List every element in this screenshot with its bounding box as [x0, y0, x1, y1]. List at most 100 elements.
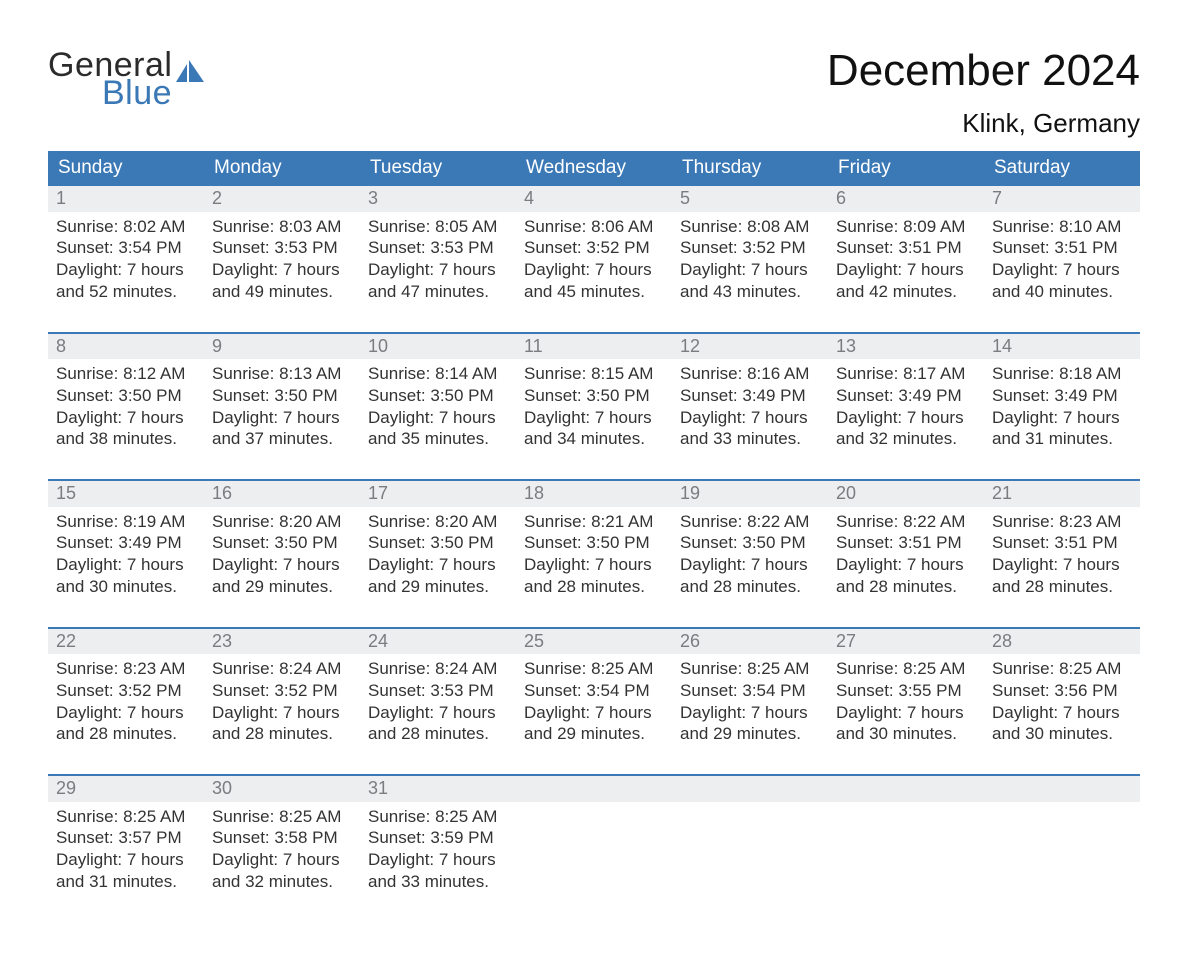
- daylight-text-2: and 28 minutes.: [212, 723, 352, 745]
- calendar-cell: [516, 775, 672, 922]
- daylight-text-1: Daylight: 7 hours: [368, 849, 508, 871]
- calendar-cell: 27Sunrise: 8:25 AMSunset: 3:55 PMDayligh…: [828, 628, 984, 776]
- calendar-cell: 31Sunrise: 8:25 AMSunset: 3:59 PMDayligh…: [360, 775, 516, 922]
- sunrise-text: Sunrise: 8:16 AM: [680, 363, 820, 385]
- daylight-text-1: Daylight: 7 hours: [368, 407, 508, 429]
- sunrise-text: Sunrise: 8:06 AM: [524, 216, 664, 238]
- daylight-text-1: Daylight: 7 hours: [56, 849, 196, 871]
- sunrise-text: Sunrise: 8:25 AM: [368, 806, 508, 828]
- calendar-row: 8Sunrise: 8:12 AMSunset: 3:50 PMDaylight…: [48, 333, 1140, 481]
- daylight-text-2: and 32 minutes.: [836, 428, 976, 450]
- daylight-text-2: and 30 minutes.: [56, 576, 196, 598]
- day-body: Sunrise: 8:13 AMSunset: 3:50 PMDaylight:…: [204, 359, 360, 479]
- sunset-text: Sunset: 3:51 PM: [992, 532, 1132, 554]
- daylight-text-2: and 29 minutes.: [524, 723, 664, 745]
- sunset-text: Sunset: 3:49 PM: [680, 385, 820, 407]
- day-number: [516, 776, 672, 802]
- day-body: [516, 802, 672, 922]
- calendar-cell: 4Sunrise: 8:06 AMSunset: 3:52 PMDaylight…: [516, 186, 672, 333]
- daylight-text-1: Daylight: 7 hours: [56, 259, 196, 281]
- daylight-text-2: and 29 minutes.: [368, 576, 508, 598]
- calendar-row: 1Sunrise: 8:02 AMSunset: 3:54 PMDaylight…: [48, 186, 1140, 333]
- daylight-text-1: Daylight: 7 hours: [368, 702, 508, 724]
- daylight-text-2: and 28 minutes.: [524, 576, 664, 598]
- calendar-cell: [984, 775, 1140, 922]
- daylight-text-2: and 34 minutes.: [524, 428, 664, 450]
- sunset-text: Sunset: 3:54 PM: [524, 680, 664, 702]
- sunset-text: Sunset: 3:53 PM: [212, 237, 352, 259]
- sunset-text: Sunset: 3:49 PM: [56, 532, 196, 554]
- daylight-text-1: Daylight: 7 hours: [992, 554, 1132, 576]
- calendar-cell: 10Sunrise: 8:14 AMSunset: 3:50 PMDayligh…: [360, 333, 516, 481]
- sunset-text: Sunset: 3:50 PM: [368, 532, 508, 554]
- daylight-text-2: and 29 minutes.: [212, 576, 352, 598]
- sunrise-text: Sunrise: 8:15 AM: [524, 363, 664, 385]
- day-body: Sunrise: 8:03 AMSunset: 3:53 PMDaylight:…: [204, 212, 360, 332]
- day-body: Sunrise: 8:22 AMSunset: 3:50 PMDaylight:…: [672, 507, 828, 627]
- sunset-text: Sunset: 3:52 PM: [524, 237, 664, 259]
- daylight-text-2: and 43 minutes.: [680, 281, 820, 303]
- day-body: Sunrise: 8:25 AMSunset: 3:54 PMDaylight:…: [672, 654, 828, 774]
- sunset-text: Sunset: 3:58 PM: [212, 827, 352, 849]
- sunset-text: Sunset: 3:49 PM: [836, 385, 976, 407]
- day-body: Sunrise: 8:05 AMSunset: 3:53 PMDaylight:…: [360, 212, 516, 332]
- day-number: 2: [204, 186, 360, 212]
- day-number: [984, 776, 1140, 802]
- calendar-page: General Blue December 2024 Klink, German…: [0, 0, 1188, 962]
- topbar: General Blue December 2024 Klink, German…: [48, 48, 1140, 139]
- daylight-text-2: and 28 minutes.: [992, 576, 1132, 598]
- calendar-cell: 18Sunrise: 8:21 AMSunset: 3:50 PMDayligh…: [516, 480, 672, 628]
- daylight-text-2: and 28 minutes.: [56, 723, 196, 745]
- sunrise-text: Sunrise: 8:25 AM: [524, 658, 664, 680]
- sunset-text: Sunset: 3:52 PM: [56, 680, 196, 702]
- day-body: Sunrise: 8:20 AMSunset: 3:50 PMDaylight:…: [360, 507, 516, 627]
- sunrise-text: Sunrise: 8:22 AM: [680, 511, 820, 533]
- daylight-text-1: Daylight: 7 hours: [680, 407, 820, 429]
- sunset-text: Sunset: 3:53 PM: [368, 680, 508, 702]
- sunrise-text: Sunrise: 8:21 AM: [524, 511, 664, 533]
- day-number: 27: [828, 629, 984, 655]
- sunset-text: Sunset: 3:55 PM: [836, 680, 976, 702]
- calendar-row: 22Sunrise: 8:23 AMSunset: 3:52 PMDayligh…: [48, 628, 1140, 776]
- daylight-text-2: and 28 minutes.: [368, 723, 508, 745]
- daylight-text-1: Daylight: 7 hours: [212, 554, 352, 576]
- daylight-text-1: Daylight: 7 hours: [524, 407, 664, 429]
- sunset-text: Sunset: 3:50 PM: [680, 532, 820, 554]
- sunrise-text: Sunrise: 8:02 AM: [56, 216, 196, 238]
- daylight-text-1: Daylight: 7 hours: [680, 259, 820, 281]
- day-number: 5: [672, 186, 828, 212]
- day-body: Sunrise: 8:20 AMSunset: 3:50 PMDaylight:…: [204, 507, 360, 627]
- calendar-body: 1Sunrise: 8:02 AMSunset: 3:54 PMDaylight…: [48, 186, 1140, 922]
- sunrise-text: Sunrise: 8:25 AM: [992, 658, 1132, 680]
- sunrise-text: Sunrise: 8:14 AM: [368, 363, 508, 385]
- day-body: [672, 802, 828, 922]
- daylight-text-1: Daylight: 7 hours: [368, 554, 508, 576]
- sunrise-text: Sunrise: 8:20 AM: [212, 511, 352, 533]
- day-number: 26: [672, 629, 828, 655]
- day-number: 7: [984, 186, 1140, 212]
- calendar-cell: 26Sunrise: 8:25 AMSunset: 3:54 PMDayligh…: [672, 628, 828, 776]
- daylight-text-1: Daylight: 7 hours: [992, 259, 1132, 281]
- weekday-header: Saturday: [984, 151, 1140, 186]
- calendar-cell: [672, 775, 828, 922]
- calendar-cell: 29Sunrise: 8:25 AMSunset: 3:57 PMDayligh…: [48, 775, 204, 922]
- calendar-cell: 11Sunrise: 8:15 AMSunset: 3:50 PMDayligh…: [516, 333, 672, 481]
- calendar-cell: 6Sunrise: 8:09 AMSunset: 3:51 PMDaylight…: [828, 186, 984, 333]
- day-body: Sunrise: 8:16 AMSunset: 3:49 PMDaylight:…: [672, 359, 828, 479]
- daylight-text-2: and 32 minutes.: [212, 871, 352, 893]
- day-body: Sunrise: 8:18 AMSunset: 3:49 PMDaylight:…: [984, 359, 1140, 479]
- daylight-text-2: and 47 minutes.: [368, 281, 508, 303]
- day-number: 16: [204, 481, 360, 507]
- daylight-text-1: Daylight: 7 hours: [524, 702, 664, 724]
- sunrise-text: Sunrise: 8:24 AM: [368, 658, 508, 680]
- daylight-text-1: Daylight: 7 hours: [992, 702, 1132, 724]
- day-body: Sunrise: 8:24 AMSunset: 3:52 PMDaylight:…: [204, 654, 360, 774]
- location-label: Klink, Germany: [827, 108, 1140, 139]
- sunset-text: Sunset: 3:50 PM: [524, 385, 664, 407]
- calendar-cell: 13Sunrise: 8:17 AMSunset: 3:49 PMDayligh…: [828, 333, 984, 481]
- day-number: 21: [984, 481, 1140, 507]
- calendar-cell: 3Sunrise: 8:05 AMSunset: 3:53 PMDaylight…: [360, 186, 516, 333]
- sunset-text: Sunset: 3:54 PM: [56, 237, 196, 259]
- daylight-text-1: Daylight: 7 hours: [212, 849, 352, 871]
- daylight-text-2: and 38 minutes.: [56, 428, 196, 450]
